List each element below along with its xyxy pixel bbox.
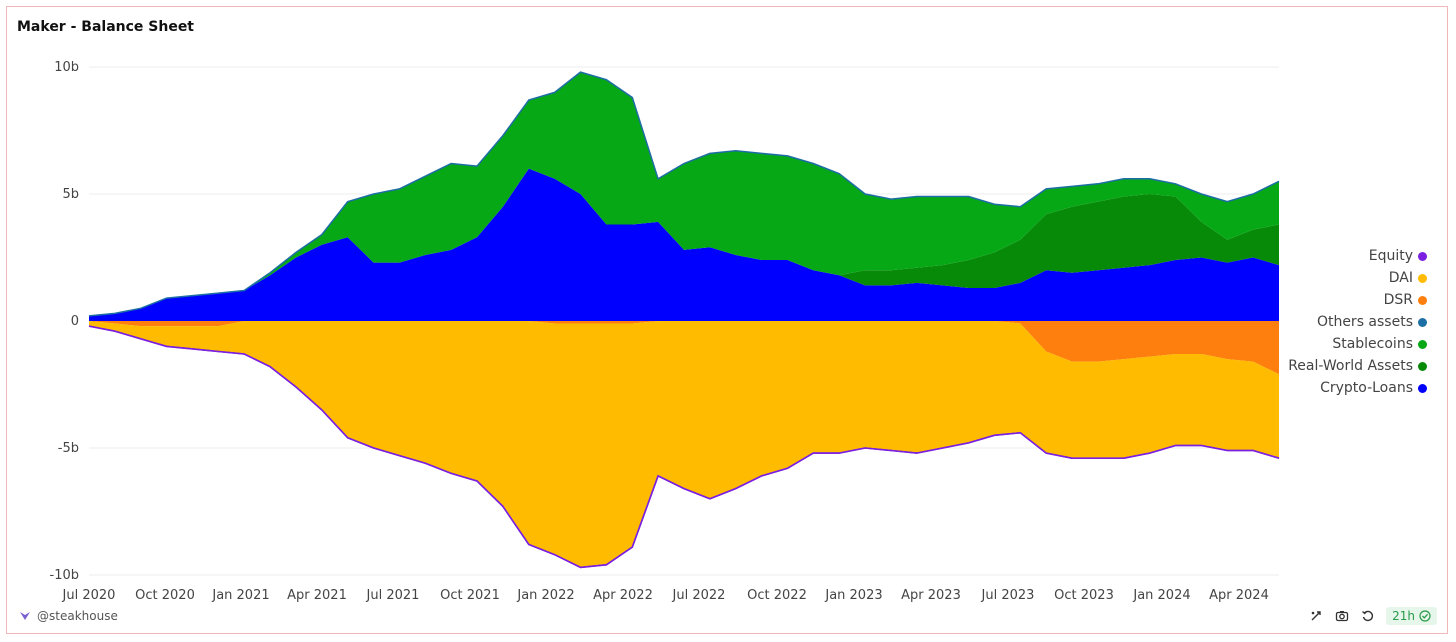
legend-swatch — [1418, 339, 1427, 349]
check-circle-icon — [1419, 610, 1431, 622]
x-tick-label: Apr 2024 — [1209, 588, 1269, 603]
x-tick-label: Apr 2021 — [287, 588, 347, 603]
legend-label: Real-World Assets — [1288, 358, 1413, 374]
series-line-equity — [88, 325, 1280, 569]
y-tick-label: -5b — [58, 441, 79, 456]
chart-title: Maker - Balance Sheet — [17, 19, 195, 35]
series-area-dsr — [89, 321, 1279, 375]
freshness-badge[interactable]: 21h — [1386, 607, 1437, 625]
legend-swatch — [1418, 361, 1427, 371]
chart-card: Maker - Balance Sheet 10b 5b 0 -5b -10b Jul … — [6, 6, 1448, 634]
x-tick-label: Jul 2022 — [672, 588, 726, 603]
x-axis-ticks: Jul 2020 Oct 2020 Jan 2021 Apr 2021 Jul 2021… — [62, 588, 1269, 603]
legend-item[interactable]: Real-World Assets — [1288, 355, 1427, 377]
chart-plot: 10b 5b 0 -5b -10b Jul 2020 Oct 2020 Jan 2021 Ap… — [50, 60, 1280, 603]
x-tick-label: Apr 2022 — [593, 588, 653, 603]
legend-label: Crypto-Loans — [1320, 380, 1413, 396]
x-tick-label: Jul 2023 — [981, 588, 1035, 603]
series-area-stablecoins — [89, 72, 1279, 316]
y-tick-label: 0 — [71, 314, 79, 329]
x-tick-label: Oct 2020 — [135, 588, 195, 603]
series-area-others-assets — [88, 71, 1280, 317]
author-label: @steakhouse — [37, 609, 118, 623]
legend-swatch — [1418, 383, 1427, 393]
series-area-crypto-loans — [89, 168, 1279, 321]
legend-item[interactable]: DSR — [1288, 289, 1427, 311]
x-tick-label: Jan 2021 — [211, 588, 269, 603]
legend-swatch — [1418, 251, 1427, 261]
legend-label: Others assets — [1316, 314, 1413, 330]
x-tick-label: Jul 2021 — [366, 588, 420, 603]
legend-item[interactable]: Equity — [1288, 245, 1427, 267]
x-tick-label: Apr 2023 — [901, 588, 961, 603]
legend-item[interactable]: DAI — [1288, 267, 1427, 289]
legend-item[interactable]: Others assets — [1288, 311, 1427, 333]
x-tick-label: Oct 2021 — [440, 588, 500, 603]
legend-swatch — [1418, 295, 1427, 305]
undo-icon[interactable] — [1360, 608, 1376, 624]
y-tick-label: 5b — [62, 187, 79, 202]
y-tick-label: 10b — [54, 60, 79, 75]
series-areas — [88, 71, 1280, 569]
legend-label: DSR — [1383, 292, 1413, 308]
y-tick-label: -10b — [50, 568, 80, 583]
legend-swatch — [1418, 317, 1427, 327]
x-tick-label: Jan 2023 — [824, 588, 882, 603]
y-axis-ticks: 10b 5b 0 -5b -10b — [50, 60, 80, 583]
footer-actions: 21h — [1308, 607, 1437, 625]
series-area-dai — [89, 321, 1279, 568]
legend-swatch — [1418, 273, 1427, 283]
series-area-real-world-assets — [89, 168, 1279, 316]
camera-icon[interactable] — [1334, 608, 1350, 624]
legend-label: Stablecoins — [1332, 336, 1413, 352]
x-tick-label: Jan 2022 — [516, 588, 574, 603]
chart-legend: Equity DAI DSR Others assets Stablecoins Real… — [1288, 245, 1427, 399]
x-tick-label: Jan 2024 — [1132, 588, 1190, 603]
x-tick-label: Jul 2020 — [62, 588, 116, 603]
legend-label: Equity — [1368, 248, 1413, 264]
refresh-icon[interactable] — [1308, 608, 1324, 624]
freshness-label: 21h — [1392, 609, 1415, 623]
legend-item[interactable]: Crypto-Loans — [1288, 377, 1427, 399]
footer-author[interactable]: @steakhouse — [19, 609, 118, 623]
x-tick-label: Oct 2023 — [1054, 588, 1114, 603]
legend-item[interactable]: Stablecoins — [1288, 333, 1427, 355]
legend-label: DAI — [1388, 270, 1413, 286]
x-tick-label: Oct 2022 — [747, 588, 807, 603]
steakhouse-logo-icon — [20, 612, 30, 620]
